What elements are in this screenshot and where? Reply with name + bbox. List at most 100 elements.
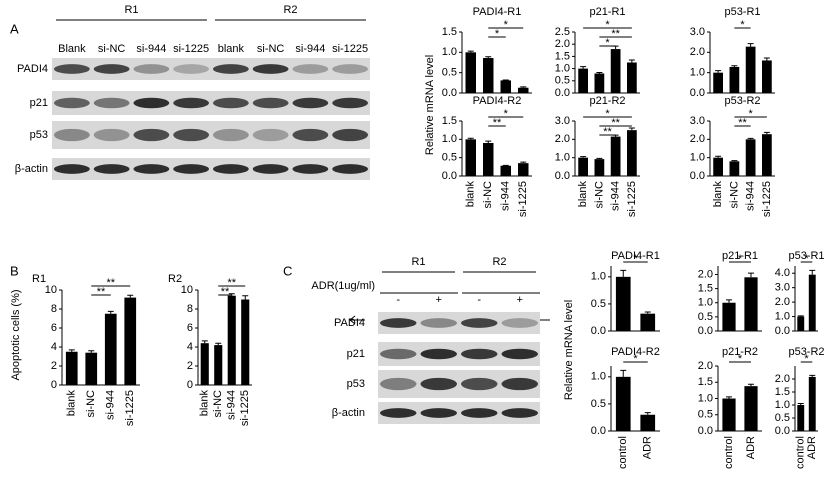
blot-strip [52,158,370,180]
error-bar [747,137,754,140]
bar [729,161,740,176]
x-tick-label: si-NC [85,390,97,418]
significance-label: * [633,253,638,265]
y-tick-label: 2 [51,360,57,372]
band [501,318,538,328]
y-tick-label: 1.5 [555,50,570,62]
y-tick-label: 0.5 [442,67,457,79]
band [173,164,210,174]
group-label: R1 [411,256,425,268]
band [212,164,249,174]
error-bar [763,131,770,135]
bar [762,60,772,93]
y-tick-label: 1.0 [775,310,790,322]
band [332,128,369,142]
significance-label: ** [738,117,747,129]
y-tick-label: 8 [51,303,57,315]
bar [594,159,605,176]
band [212,97,249,109]
bar [610,49,621,93]
bar [762,134,772,176]
error-bar [715,155,722,158]
band [332,97,369,109]
band [501,377,538,391]
bar [797,405,805,431]
y-tick-label: 0.5 [775,412,790,424]
panel-letter: A [10,21,19,36]
row-label: β-actin [15,163,48,175]
band [53,64,90,74]
y-tick-label: 1.0 [442,46,457,58]
row-label: p21 [30,97,48,109]
y-tick-label: 4 [51,341,57,353]
y-tick-label: 2.0 [555,133,570,145]
lane-label: blank [218,43,245,55]
band [173,128,210,142]
error-bar [748,383,754,387]
x-tick-label: blank [199,390,211,417]
lane-label: si-NC [98,43,126,55]
error-bar [620,269,627,277]
y-tick-label: 0.0 [698,325,713,337]
chart-title: p53-R1 [788,250,824,262]
bar [104,313,117,385]
chart-title: p21-R2 [722,346,758,358]
panel-letter: C [283,263,292,278]
lane-label: + [517,294,523,306]
band [133,64,170,74]
blot-strip [52,58,370,80]
significance-label: * [804,253,809,265]
band [380,408,417,418]
bar [214,345,223,385]
error-bar [726,396,732,399]
error-bar [731,160,738,162]
group-label: R2 [492,256,506,268]
band [332,164,369,174]
y-tick-label: 1.0 [555,63,570,75]
bar [124,297,137,385]
x-tick-label: si-1225 [761,181,773,217]
band [380,377,417,391]
bar [483,58,494,93]
error-bar [467,137,474,140]
bar [745,139,756,176]
band [292,164,329,174]
row-label: β-actin [332,407,365,419]
x-tick-label: control [795,436,807,469]
group-label: R2 [283,4,297,16]
y-tick-label: 0.0 [591,325,606,337]
y-tick-label: 6 [187,322,193,334]
lane-label: + [436,294,442,306]
error-bar [747,43,754,47]
error-bar [731,65,738,67]
y-tick-label: 2.0 [698,268,713,280]
error-bar [520,86,527,88]
bar [640,313,656,331]
x-tick-label: blank [465,181,477,208]
error-bar [612,45,619,50]
y-tick-label: 1.5 [698,283,713,295]
band [461,318,498,328]
y-tick-label: 10 [45,284,57,296]
error-bar [68,349,75,352]
band [93,97,130,109]
group-label: R1 [124,4,138,16]
y-axis-label: Apoptotic cells (%) [10,289,22,380]
significance-label: * [605,37,610,49]
y-tick-label: 0.5 [442,152,457,164]
band [461,348,498,360]
band [420,408,457,418]
y-tick-label: 1.0 [591,271,606,283]
y-tick-label: 0.0 [442,170,457,182]
x-tick-label: si-944 [610,181,622,211]
error-bar [88,350,95,353]
band [292,64,329,74]
x-tick-label: si-NC [212,390,224,418]
bar [797,316,805,331]
bar [500,165,511,176]
error-bar [242,295,249,300]
y-axis-label: Relative mRNA level [563,300,575,400]
y-tick-label: 1.0 [775,399,790,411]
error-bar [797,402,804,405]
